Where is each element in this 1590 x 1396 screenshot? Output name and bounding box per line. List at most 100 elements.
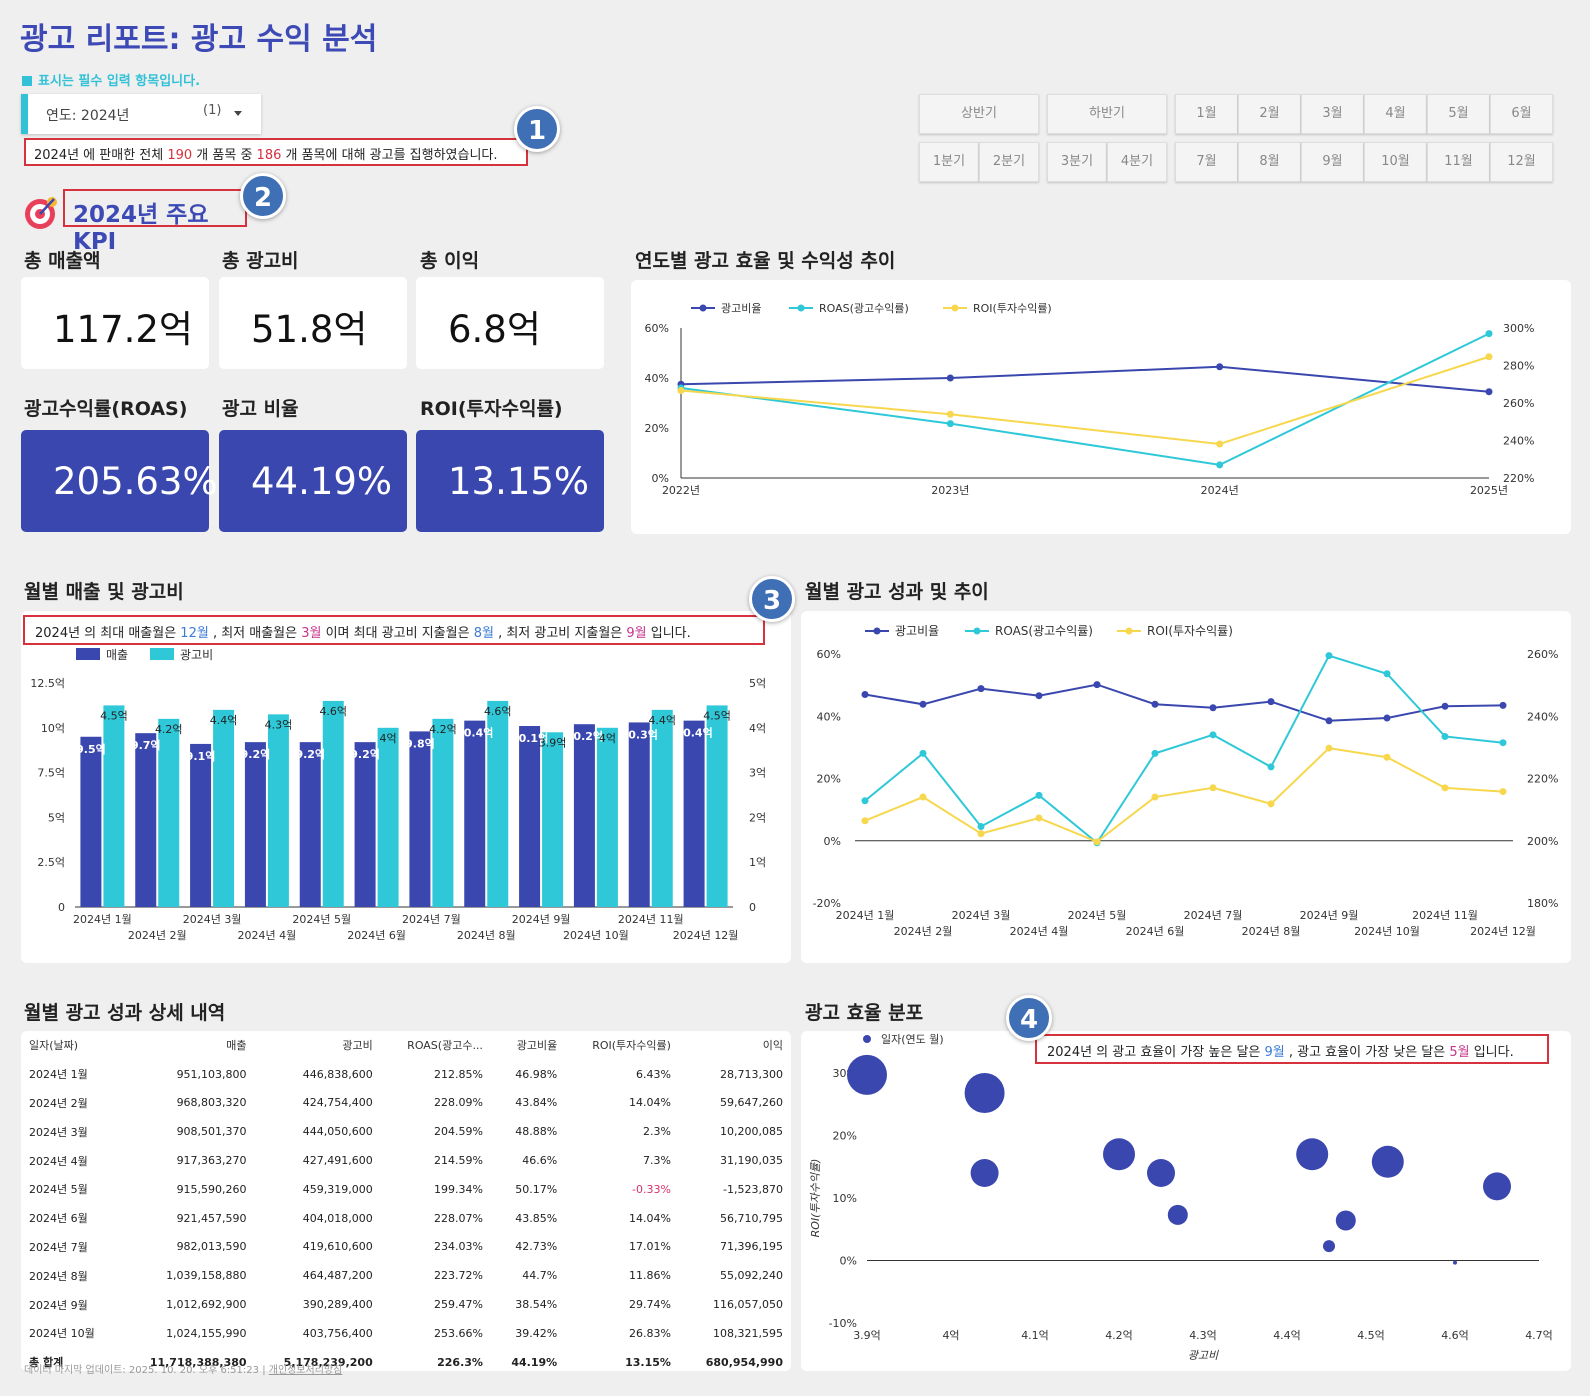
x-tick-label: 2023년 (931, 484, 969, 497)
scatter-point (1483, 1172, 1511, 1201)
button-month-12[interactable]: 12월 (1490, 142, 1553, 182)
table-cell: 46.98% (515, 1067, 558, 1081)
button-q3[interactable]: 3분기 (1047, 142, 1107, 182)
x-tick-label: 2024년 8월 (1242, 925, 1301, 938)
table-cell: 31,190,035 (720, 1154, 783, 1168)
button-month-8[interactable]: 8월 (1238, 142, 1301, 182)
column-header[interactable]: ROAS(광고수... (407, 1039, 483, 1053)
data-label: 3.9억 (539, 736, 567, 749)
legend-label: 광고비 (180, 648, 213, 662)
data-point (677, 387, 685, 394)
button-q2[interactable]: 2분기 (979, 142, 1039, 182)
bar-sales (628, 722, 650, 907)
series-line (680, 365, 1490, 393)
data-point (977, 822, 985, 830)
x-tick-label: 2024년 12월 (673, 929, 739, 942)
button-month-5[interactable]: 5월 (1427, 94, 1490, 134)
x-tick-label: 4.1억 (1021, 1329, 1049, 1342)
data-point (1151, 793, 1159, 801)
button-month-4[interactable]: 4월 (1364, 94, 1427, 134)
bar-adcost (432, 718, 454, 907)
bar-adcost (596, 727, 618, 907)
y2-tick-label: 220% (1527, 773, 1558, 786)
legend-label: 일자(연도 월) (881, 1032, 944, 1046)
button-first-half[interactable]: 상반기 (919, 94, 1039, 134)
min-sales-month: 3월 (301, 626, 322, 641)
privacy-policy-link[interactable]: 개인정보처리방침 (268, 1365, 343, 1376)
x-tick-label: 2024년 4월 (238, 929, 297, 942)
y-tick-label: 40% (645, 372, 669, 385)
table-cell: 2024년 3월 (29, 1125, 88, 1139)
summary-text: 개 품목 중 (192, 148, 257, 163)
summary-monthly: 2024년 의 최대 매출월은 12월 , 최저 매출월은 3월 이며 최대 광… (23, 615, 765, 645)
kpi-label-roi: ROI(투자수익률) (420, 398, 563, 420)
data-label: 4.2억 (155, 723, 183, 736)
data-label: 10.2억 (566, 730, 603, 743)
table-cell: 48.88% (515, 1125, 558, 1139)
table-row: 2024년 7월 982,013,590 419,610,600 234.03% 42.… (21, 1233, 791, 1262)
scatter-point (1371, 1145, 1404, 1178)
legend-label: 광고비율 (721, 302, 761, 315)
x-tick-label: 4억 (942, 1329, 959, 1342)
button-month-1[interactable]: 1월 (1175, 94, 1238, 134)
button-q1[interactable]: 1분기 (919, 142, 979, 182)
button-month-7[interactable]: 7월 (1175, 142, 1238, 182)
table-cell: 2024년 4월 (29, 1154, 88, 1168)
legend-swatch (76, 648, 100, 660)
column-header[interactable]: 광고비 (342, 1039, 373, 1053)
bar-adcost (706, 705, 728, 907)
x-tick-label: 2024년 4월 (1010, 925, 1069, 938)
x-tick-label: 2024년 10월 (563, 929, 629, 942)
table-cell: 108,321,595 (713, 1326, 783, 1340)
y-tick-label: 7.5억 (37, 767, 65, 780)
kpi-label-total-ad-cost: 총 광고비 (222, 250, 299, 272)
data-point (1151, 749, 1159, 757)
button-month-3[interactable]: 3월 (1301, 94, 1364, 134)
table-cell: 13.15% (625, 1355, 671, 1369)
year-select[interactable]: 연도: 2024년 (1) (21, 94, 261, 134)
y-tick-label: -20% (813, 897, 841, 910)
column-header[interactable]: ROI(투자수익률) (592, 1039, 671, 1053)
x-tick-label: 2024년 6월 (347, 929, 406, 942)
button-month-6[interactable]: 6월 (1490, 94, 1553, 134)
scatter-point (1103, 1138, 1135, 1171)
total-items-count: 190 (167, 148, 193, 163)
table-row: 2024년 1월 951,103,800 446,838,600 212.85% 46.… (21, 1060, 791, 1089)
kpi-card-total-sales: 117.2억 (21, 277, 209, 369)
data-point (1267, 763, 1275, 771)
bar-sales (135, 733, 157, 907)
column-header[interactable]: 매출 (226, 1039, 247, 1053)
table-cell: 10,200,085 (720, 1125, 783, 1139)
kpi-label-ad-ratio: 광고 비율 (222, 398, 299, 420)
data-label: 9.7억 (131, 739, 161, 752)
bar-sales (354, 742, 376, 907)
table-cell: 17.01% (629, 1240, 671, 1254)
summary-text: 2024년 의 광고 효율이 가장 높은 달은 (1047, 1045, 1265, 1060)
scatter-point (970, 1159, 999, 1187)
button-second-half[interactable]: 하반기 (1047, 94, 1167, 134)
max-ad-month: 8월 (473, 626, 494, 641)
kpi-label-total-sales: 총 매출액 (24, 250, 101, 272)
efficiency-title: 광고 효율 분포 (805, 1002, 924, 1024)
data-point (1499, 739, 1507, 747)
series-line (864, 654, 1504, 845)
x-axis-label: 광고비 (1188, 1349, 1219, 1362)
data-point (1499, 701, 1507, 709)
scatter-point (1147, 1159, 1175, 1187)
legend-swatch (150, 648, 174, 660)
table-cell: 1,039,158,880 (166, 1269, 247, 1283)
button-month-10[interactable]: 10월 (1364, 142, 1427, 182)
y-tick-label: 12.5억 (30, 677, 65, 690)
table-cell: 2024년 9월 (29, 1298, 88, 1312)
column-header[interactable]: 이익 (762, 1039, 783, 1053)
data-label: 10.3억 (621, 728, 658, 741)
button-month-11[interactable]: 11월 (1427, 142, 1490, 182)
x-tick-label: 2024년 1월 (836, 909, 895, 922)
table-cell: 1,012,692,900 (166, 1298, 247, 1312)
column-header[interactable]: 일자(날짜) (29, 1039, 79, 1053)
button-month-9[interactable]: 9월 (1301, 142, 1364, 182)
table-cell: 259.47% (433, 1298, 483, 1312)
column-header[interactable]: 광고비율 (516, 1039, 558, 1053)
button-q4[interactable]: 4분기 (1107, 142, 1167, 182)
button-month-2[interactable]: 2월 (1238, 94, 1301, 134)
